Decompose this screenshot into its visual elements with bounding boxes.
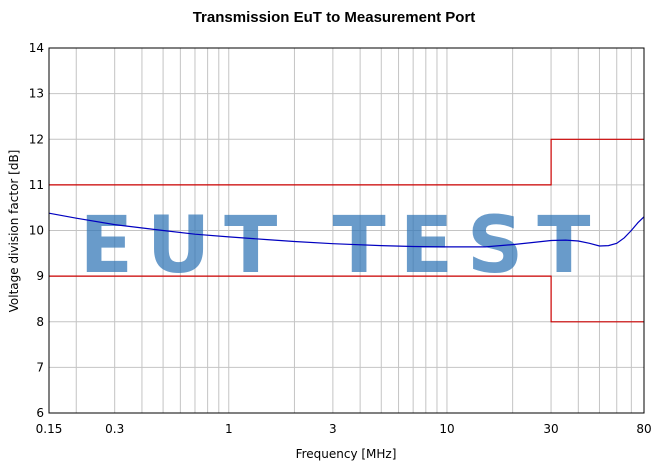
series-group (48, 138, 645, 323)
y-tick-label: 14 (29, 41, 44, 55)
x-tick-label: 80 (636, 422, 651, 436)
limit-line (49, 275, 644, 323)
y-tick-label: 6 (36, 406, 44, 420)
y-tick-label: 13 (29, 87, 44, 101)
chart-title: Transmission EuT to Measurement Port (193, 9, 476, 26)
x-tick-label: 0.15 (36, 422, 63, 436)
measured-curve (48, 212, 645, 248)
x-axis-label: Frequency [MHz] (296, 447, 397, 461)
watermark-text: EUT TEST (80, 201, 605, 291)
y-tick-label: 12 (29, 132, 44, 146)
y-tick-label: 11 (29, 178, 44, 192)
y-tick-label: 10 (29, 224, 44, 238)
x-tick-label: 30 (543, 422, 558, 436)
x-tick-label: 3 (329, 422, 337, 436)
x-tick-label: 1 (225, 422, 233, 436)
y-tick-label: 9 (36, 269, 44, 283)
x-tick-label: 0.3 (105, 422, 124, 436)
limit-line (49, 138, 644, 186)
x-tick-labels: 0.15 0.3 1 3 10 30 80 (36, 422, 652, 436)
y-tick-labels: 6 7 8 9 10 11 12 13 14 (29, 41, 44, 420)
x-tick-label: 10 (439, 422, 454, 436)
plot-frame (48, 47, 645, 414)
y-tick-label: 7 (36, 360, 44, 374)
y-tick-label: 8 (36, 315, 44, 329)
y-axis-label: Voltage division factor [dB] (7, 150, 21, 313)
